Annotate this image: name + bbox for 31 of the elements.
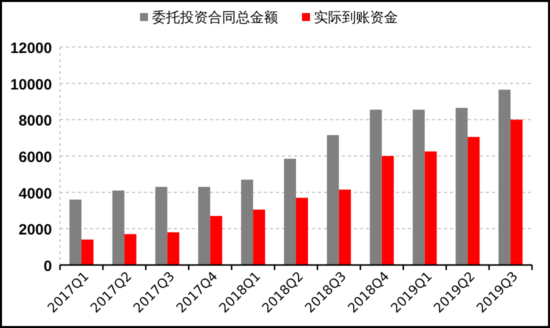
y-tick-label: 10000 — [10, 76, 52, 94]
bar — [338, 190, 351, 265]
y-tick-label: 8000 — [18, 112, 52, 130]
y-tick-label: 0 — [44, 258, 52, 275]
bar — [112, 190, 124, 265]
bar — [198, 186, 210, 265]
bar — [510, 120, 523, 265]
bar — [241, 180, 254, 265]
bar — [424, 151, 437, 265]
bar — [253, 210, 266, 265]
bar — [81, 240, 94, 265]
bar — [468, 136, 480, 265]
bar — [210, 216, 222, 265]
y-tick-label: 6000 — [18, 149, 52, 166]
bar — [326, 135, 339, 265]
bar — [155, 186, 168, 265]
legend-label: 实际到账资金 — [314, 10, 398, 26]
bar — [167, 232, 180, 265]
y-tick-label: 2000 — [18, 222, 52, 239]
legend-label: 委托投资合同总金额 — [152, 10, 278, 26]
bar — [284, 158, 296, 265]
bar — [412, 110, 425, 265]
bar — [370, 110, 382, 265]
y-tick-label: 12000 — [10, 40, 52, 57]
bar — [382, 156, 394, 265]
y-tick-label: 4000 — [18, 185, 52, 202]
bar — [456, 108, 468, 265]
bar — [124, 234, 136, 265]
bar — [69, 200, 82, 265]
bar — [296, 198, 308, 265]
bar — [498, 90, 511, 265]
